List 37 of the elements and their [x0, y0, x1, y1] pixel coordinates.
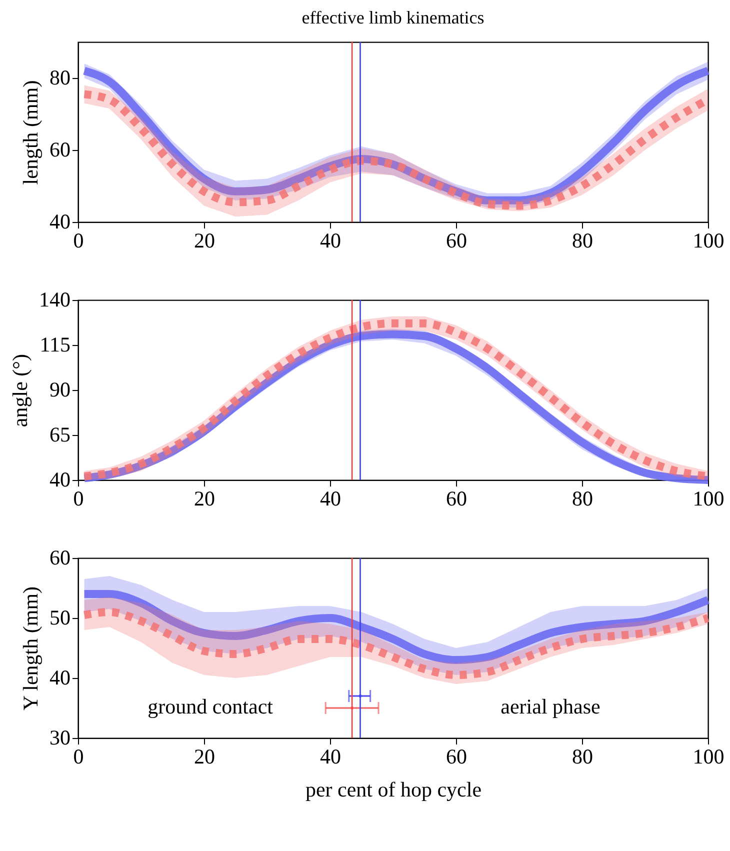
y-tick-label: 60	[50, 546, 70, 570]
x-tick-label: 40	[320, 744, 341, 768]
x-tick-label: 100	[692, 744, 724, 768]
y-tick-label: 40	[50, 666, 70, 690]
x-tick-label: 20	[194, 228, 215, 252]
x-tick-label: 80	[572, 228, 593, 252]
y-axis-title: Y length (mm)	[18, 586, 42, 711]
annotation: ground contact	[148, 694, 274, 718]
x-tick-label: 100	[692, 486, 724, 510]
y-tick-label: 65	[50, 422, 70, 446]
x-tick-label: 80	[572, 486, 593, 510]
x-tick-label: 20	[194, 486, 215, 510]
y-tick-label: 60	[50, 138, 70, 162]
x-tick-label: 0	[73, 228, 84, 252]
x-tick-label: 100	[692, 228, 724, 252]
y-tick-label: 50	[50, 606, 70, 630]
x-tick-label: 60	[446, 228, 467, 252]
x-tick-label: 20	[194, 744, 215, 768]
x-tick-label: 0	[73, 744, 84, 768]
y-tick-label: 90	[50, 378, 70, 402]
y-tick-label: 40	[50, 468, 70, 492]
y-tick-label: 30	[50, 726, 70, 750]
y-axis-title: length (mm)	[18, 80, 42, 185]
chart-title: effective limb kinematics	[302, 7, 484, 28]
y-tick-label: 115	[40, 332, 70, 356]
annotation: aerial phase	[500, 694, 600, 718]
x-tick-label: 60	[446, 744, 467, 768]
y-tick-label: 40	[50, 210, 70, 234]
x-axis-title: per cent of hop cycle	[305, 778, 482, 802]
x-tick-label: 80	[572, 744, 593, 768]
y-tick-label: 80	[50, 66, 70, 90]
x-tick-label: 40	[320, 486, 341, 510]
x-tick-label: 60	[446, 486, 467, 510]
x-tick-label: 0	[73, 486, 84, 510]
y-axis-title: angle (°)	[8, 354, 32, 428]
y-tick-label: 140	[39, 288, 70, 312]
x-tick-label: 40	[320, 228, 341, 252]
